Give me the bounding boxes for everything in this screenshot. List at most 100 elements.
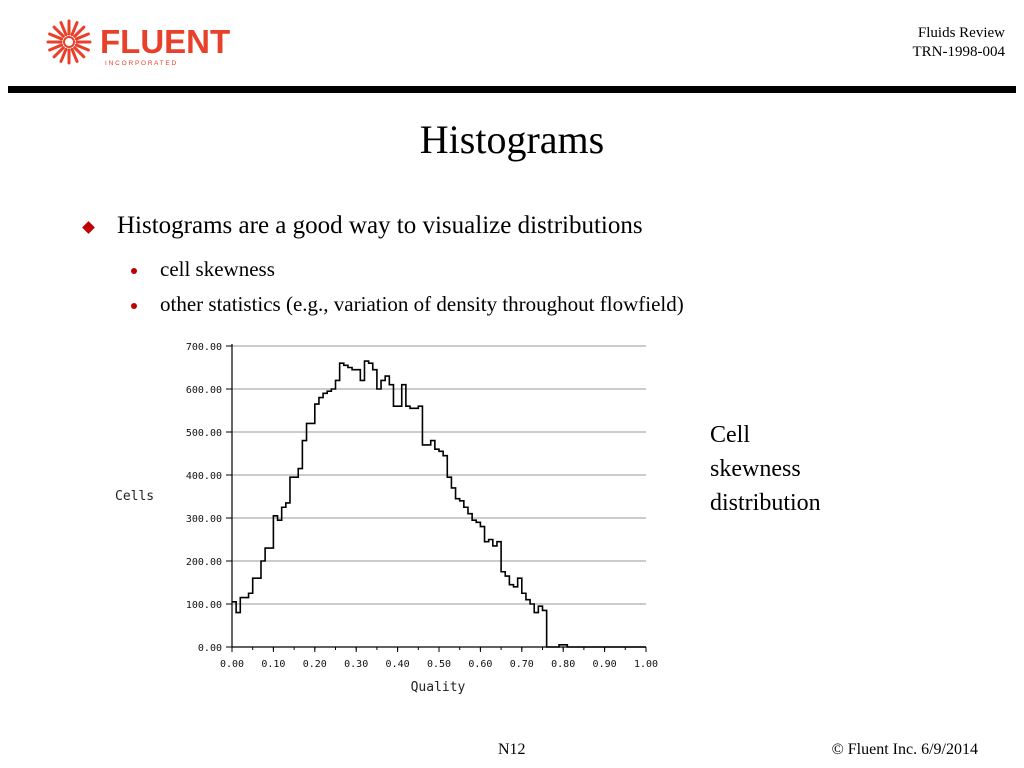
histogram-bin — [435, 449, 439, 647]
histogram-bin — [273, 516, 277, 647]
histogram-bin — [509, 585, 513, 647]
histogram-bin — [393, 406, 397, 647]
y-axis-label: Cells — [115, 489, 154, 504]
starburst-ray — [59, 47, 68, 63]
histogram-bin — [253, 578, 257, 647]
starburst-ray — [48, 32, 64, 41]
histogram-bin — [414, 408, 418, 647]
histogram-bin — [543, 610, 547, 647]
x-tick-label: 0.30 — [344, 659, 368, 670]
starburst-ray — [52, 46, 65, 59]
histogram-bin — [410, 408, 414, 647]
histogram-bin — [464, 507, 468, 647]
histogram-bin — [402, 385, 406, 647]
reference-line-2: TRN-1998-004 — [912, 44, 1006, 60]
histogram-bin — [460, 501, 464, 647]
sub-bullet-text: other statistics (e.g., variation of den… — [160, 292, 684, 316]
x-tick-label: 0.80 — [551, 659, 575, 670]
histogram-bin — [418, 406, 422, 647]
starburst-ray — [48, 43, 64, 52]
histogram-bin — [294, 477, 298, 647]
histogram-bin — [269, 548, 273, 647]
round-bullet-icon — [131, 303, 137, 309]
histogram-bin — [559, 645, 563, 647]
histogram-bin — [427, 445, 431, 647]
histogram-bin — [302, 441, 306, 647]
copyright-notice: © Fluent Inc. 6/9/2014 — [831, 741, 978, 758]
histogram-bin — [364, 361, 368, 647]
figure-caption: Cell skewness distribution — [710, 418, 821, 520]
histogram-bin — [472, 520, 476, 647]
caption-line: skewness — [710, 456, 801, 482]
histogram-bin — [307, 423, 311, 647]
histogram-bin — [485, 542, 489, 647]
histogram-bin — [381, 380, 385, 647]
histogram-bin — [505, 576, 509, 647]
histogram-bin — [290, 477, 294, 647]
histogram-bin — [489, 540, 493, 648]
histogram-bin — [311, 423, 315, 647]
starburst-ray — [74, 32, 90, 41]
histogram-bin — [344, 365, 348, 647]
histogram-bin — [534, 613, 538, 647]
caption-line: Cell — [710, 422, 750, 448]
histogram-bin — [514, 587, 518, 647]
starburst-ray — [59, 21, 68, 37]
main-bullet-text: Histograms are a good way to visualize d… — [117, 212, 643, 239]
histogram-bin — [265, 548, 269, 647]
histogram-bin — [244, 598, 248, 647]
histogram-bin — [518, 578, 522, 647]
histogram-bin — [456, 499, 460, 647]
logo-wordmark: FLUENT — [100, 23, 230, 60]
histogram-bin — [385, 376, 389, 647]
y-tick-label: 700.00 — [186, 342, 222, 353]
y-tick-label: 600.00 — [186, 385, 222, 396]
fluent-logo: FLUENT I N C O R P O R A T E D — [42, 18, 232, 68]
diamond-bullet-icon — [82, 221, 95, 234]
fluent-starburst-icon: FLUENT I N C O R P O R A T E D — [46, 19, 230, 67]
document-reference: Fluids Review TRN-1998-004 — [913, 24, 1006, 62]
x-tick-label: 1.00 — [634, 659, 658, 670]
histogram-bin — [451, 488, 455, 647]
y-tick-label: 400.00 — [186, 471, 222, 482]
histogram-step-line — [232, 360, 646, 648]
histogram-bin — [468, 514, 472, 647]
histogram-bin — [278, 520, 282, 647]
y-tick-label: 500.00 — [186, 428, 222, 439]
histogram-bin — [236, 613, 240, 647]
histogram-bin — [522, 593, 526, 647]
histogram-bin — [315, 404, 319, 647]
logo-subtext: I N C O R P O R A T E D — [105, 60, 176, 67]
histogram-bin — [261, 561, 265, 647]
histogram-bin — [501, 572, 505, 647]
y-tick-label: 200.00 — [186, 557, 222, 568]
histogram-bin — [480, 527, 484, 647]
histogram-bin — [443, 456, 447, 647]
histogram-bin — [356, 370, 360, 647]
histogram-bin — [232, 602, 236, 647]
sub-bullet-text: cell skewness — [160, 257, 275, 281]
histogram-bin — [286, 503, 290, 647]
round-bullet-icon — [131, 268, 137, 274]
starburst-ray — [70, 47, 79, 63]
histogram-bin — [431, 441, 435, 647]
x-tick-label: 0.40 — [386, 659, 410, 670]
x-tick-label: 0.10 — [261, 659, 285, 670]
histogram-bin — [348, 368, 352, 648]
y-tick-label: 100.00 — [186, 600, 222, 611]
histogram-bin — [563, 645, 567, 647]
page-number: N12 — [498, 741, 526, 758]
histogram-bin — [398, 406, 402, 647]
histogram-bin — [360, 380, 364, 647]
histogram-bin — [240, 598, 244, 647]
caption-line: distribution — [710, 490, 821, 516]
histogram-bin — [340, 363, 344, 647]
histogram-bin — [476, 522, 480, 647]
x-tick-label: 0.70 — [510, 659, 534, 670]
histogram-bin — [331, 389, 335, 647]
x-axis-label: Quality — [411, 680, 466, 695]
x-tick-label: 0.50 — [427, 659, 451, 670]
histogram-bin — [282, 507, 286, 647]
histogram-bin — [373, 370, 377, 647]
histogram-bin — [336, 380, 340, 647]
